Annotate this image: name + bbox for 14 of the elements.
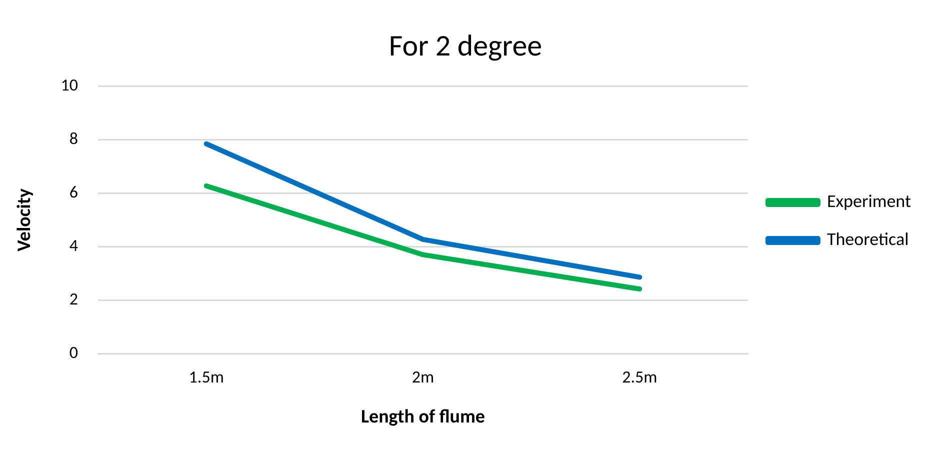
- x-axis-title: Length of flume: [360, 405, 485, 428]
- legend-label: Experiment: [826, 190, 912, 212]
- y-tick-label: 10: [60, 74, 78, 96]
- x-tick-label: 2.5m: [622, 366, 658, 388]
- legend-label: Theoretical: [826, 228, 909, 250]
- x-tick-label: 1.5m: [188, 366, 224, 388]
- chart-title: For 2 degree: [388, 28, 542, 64]
- y-axis-title: Velocity: [13, 188, 36, 252]
- y-tick-label: 0: [69, 342, 78, 364]
- y-tick-label: 2: [69, 288, 78, 310]
- y-tick-label: 8: [69, 128, 78, 149]
- y-tick-label: 4: [69, 234, 78, 256]
- y-tick-label: 6: [69, 181, 78, 202]
- x-tick-label: 2m: [412, 366, 434, 388]
